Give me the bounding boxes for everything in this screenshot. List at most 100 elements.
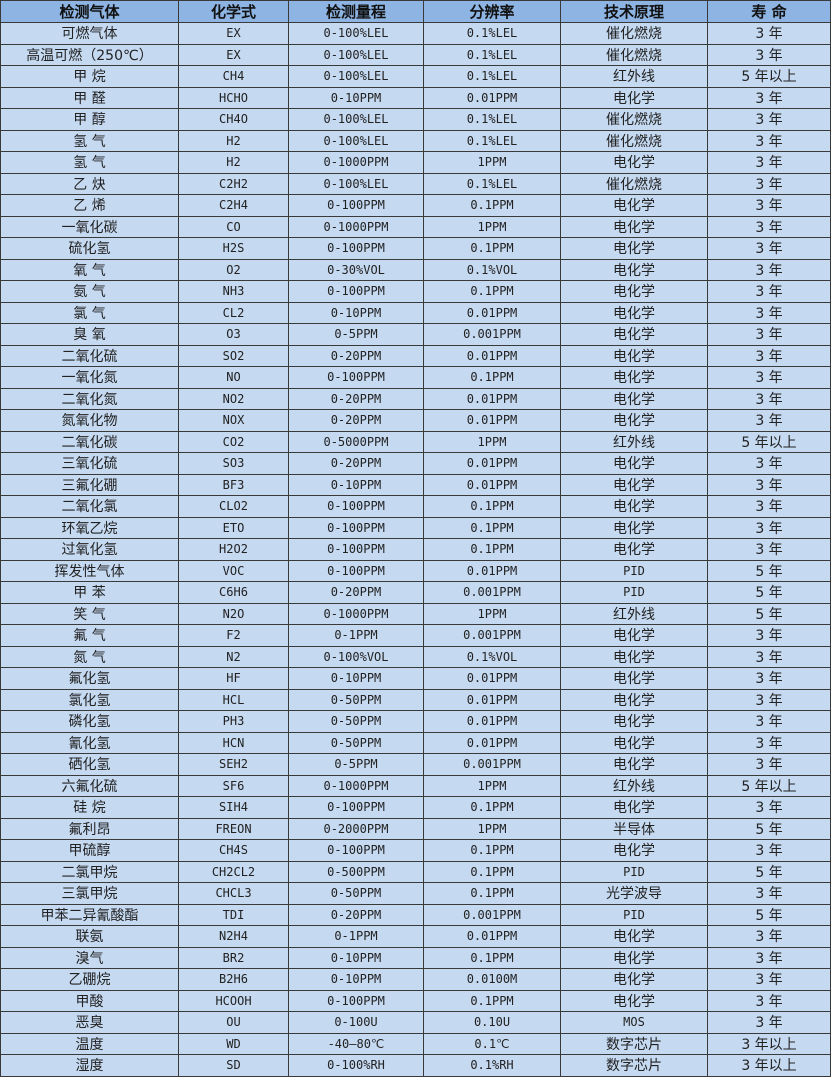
- table-row: 六氟化硫 SF6 0-1000PPM 1PPM 红外线 5 年以上: [0, 774, 831, 797]
- formula-cell: NOX: [178, 409, 289, 432]
- gas-cell: 湿度: [0, 1054, 179, 1077]
- formula-cell: O2: [178, 258, 289, 281]
- lifespan-cell: 3 年以上: [707, 1054, 831, 1077]
- formula-cell: O3: [178, 323, 289, 346]
- principle-cell: 催化燃烧: [560, 172, 708, 195]
- gas-cell: 溴气: [0, 946, 179, 969]
- lifespan-cell: 3 年: [707, 409, 831, 432]
- lifespan-cell: 3 年: [707, 989, 831, 1012]
- range-cell: -40—80℃: [288, 1032, 424, 1055]
- lifespan-cell: 3 年: [707, 495, 831, 518]
- range-cell: 0-500PPM: [288, 860, 424, 883]
- lifespan-cell: 3 年: [707, 925, 831, 948]
- lifespan-cell: 3 年: [707, 86, 831, 109]
- lifespan-cell: 3 年: [707, 1011, 831, 1034]
- table-row: 溴气 BR2 0-10PPM 0.1PPM 电化学 3 年: [0, 946, 831, 969]
- range-cell: 0-1000PPM: [288, 215, 424, 238]
- resolution-cell: 0.01PPM: [423, 667, 561, 690]
- range-cell: 0-5PPM: [288, 753, 424, 776]
- range-cell: 0-20PPM: [288, 903, 424, 926]
- gas-cell: 硒化氢: [0, 753, 179, 776]
- table-row: 甲 醛 HCHO 0-10PPM 0.01PPM 电化学 3 年: [0, 86, 831, 109]
- table-row: 乙 炔 C2H2 0-100%LEL 0.1%LEL 催化燃烧 3 年: [0, 172, 831, 195]
- gas-cell: 恶臭: [0, 1011, 179, 1034]
- formula-cell: CO2: [178, 430, 289, 453]
- resolution-cell: 0.1%VOL: [423, 258, 561, 281]
- lifespan-cell: 3 年: [707, 108, 831, 131]
- lifespan-cell: 5 年: [707, 559, 831, 582]
- lifespan-cell: 3 年: [707, 667, 831, 690]
- table-row: 氟利昂 FREON 0-2000PPM 1PPM 半导体 5 年: [0, 817, 831, 840]
- lifespan-cell: 5 年以上: [707, 774, 831, 797]
- formula-cell: CHCL3: [178, 882, 289, 905]
- gas-cell: 氯化氢: [0, 688, 179, 711]
- gas-cell: 甲酸: [0, 989, 179, 1012]
- gas-cell: 三氯甲烷: [0, 882, 179, 905]
- formula-cell: CH2CL2: [178, 860, 289, 883]
- resolution-cell: 0.1%LEL: [423, 172, 561, 195]
- header-resolution: 分辨率: [423, 0, 561, 23]
- formula-cell: CO: [178, 215, 289, 238]
- formula-cell: SF6: [178, 774, 289, 797]
- gas-cell: 高温可燃（250℃）: [0, 43, 179, 66]
- gas-cell: 氮氧化物: [0, 409, 179, 432]
- gas-cell: 二氧化硫: [0, 344, 179, 367]
- principle-cell: MOS: [560, 1011, 708, 1034]
- principle-cell: 电化学: [560, 710, 708, 733]
- lifespan-cell: 3 年: [707, 452, 831, 475]
- table-row: 乙硼烷 B2H6 0-10PPM 0.0100M 电化学 3 年: [0, 968, 831, 991]
- table-row: 甲酸 HCOOH 0-100PPM 0.1PPM 电化学 3 年: [0, 989, 831, 1012]
- formula-cell: C6H6: [178, 581, 289, 604]
- resolution-cell: 0.1%RH: [423, 1054, 561, 1077]
- principle-cell: 电化学: [560, 215, 708, 238]
- principle-cell: 电化学: [560, 409, 708, 432]
- lifespan-cell: 5 年以上: [707, 65, 831, 88]
- table-row: 可燃气体 EX 0-100%LEL 0.1%LEL 催化燃烧 3 年: [0, 22, 831, 45]
- gas-cell: 甲苯二异氰酸酯: [0, 903, 179, 926]
- principle-cell: 红外线: [560, 602, 708, 625]
- range-cell: 0-10PPM: [288, 946, 424, 969]
- gas-cell: 硫化氢: [0, 237, 179, 260]
- resolution-cell: 0.1%VOL: [423, 645, 561, 668]
- resolution-cell: 0.01PPM: [423, 301, 561, 324]
- table-row: 一氧化碳 CO 0-1000PPM 1PPM 电化学 3 年: [0, 215, 831, 238]
- principle-cell: 电化学: [560, 667, 708, 690]
- range-cell: 0-100PPM: [288, 516, 424, 539]
- lifespan-cell: 3 年: [707, 731, 831, 754]
- range-cell: 0-20PPM: [288, 581, 424, 604]
- range-cell: 0-2000PPM: [288, 817, 424, 840]
- formula-cell: CH4S: [178, 839, 289, 862]
- lifespan-cell: 3 年: [707, 172, 831, 195]
- table-row: 氟 气 F2 0-1PPM 0.001PPM 电化学 3 年: [0, 624, 831, 647]
- principle-cell: 催化燃烧: [560, 22, 708, 45]
- lifespan-cell: 3 年: [707, 624, 831, 647]
- resolution-cell: 0.1PPM: [423, 194, 561, 217]
- formula-cell: HCHO: [178, 86, 289, 109]
- lifespan-cell: 3 年: [707, 366, 831, 389]
- resolution-cell: 1PPM: [423, 215, 561, 238]
- range-cell: 0-100PPM: [288, 538, 424, 561]
- table-row: 二氧化碳 CO2 0-5000PPM 1PPM 红外线 5 年以上: [0, 430, 831, 453]
- lifespan-cell: 5 年: [707, 860, 831, 883]
- formula-cell: FREON: [178, 817, 289, 840]
- formula-cell: H2: [178, 129, 289, 152]
- formula-cell: OU: [178, 1011, 289, 1034]
- principle-cell: 电化学: [560, 237, 708, 260]
- gas-cell: 甲 苯: [0, 581, 179, 604]
- resolution-cell: 0.001PPM: [423, 323, 561, 346]
- table-row: 氮 气 N2 0-100%VOL 0.1%VOL 电化学 3 年: [0, 645, 831, 668]
- gas-cell: 过氧化氢: [0, 538, 179, 561]
- formula-cell: C2H4: [178, 194, 289, 217]
- formula-cell: PH3: [178, 710, 289, 733]
- principle-cell: 电化学: [560, 258, 708, 281]
- range-cell: 0-100%RH: [288, 1054, 424, 1077]
- principle-cell: 红外线: [560, 774, 708, 797]
- lifespan-cell: 3 年: [707, 301, 831, 324]
- range-cell: 0-100%LEL: [288, 65, 424, 88]
- principle-cell: 电化学: [560, 925, 708, 948]
- principle-cell: 电化学: [560, 151, 708, 174]
- resolution-cell: 0.1PPM: [423, 280, 561, 303]
- principle-cell: 数字芯片: [560, 1054, 708, 1077]
- table-row: 二氧化氮 NO2 0-20PPM 0.01PPM 电化学 3 年: [0, 387, 831, 410]
- formula-cell: CH4: [178, 65, 289, 88]
